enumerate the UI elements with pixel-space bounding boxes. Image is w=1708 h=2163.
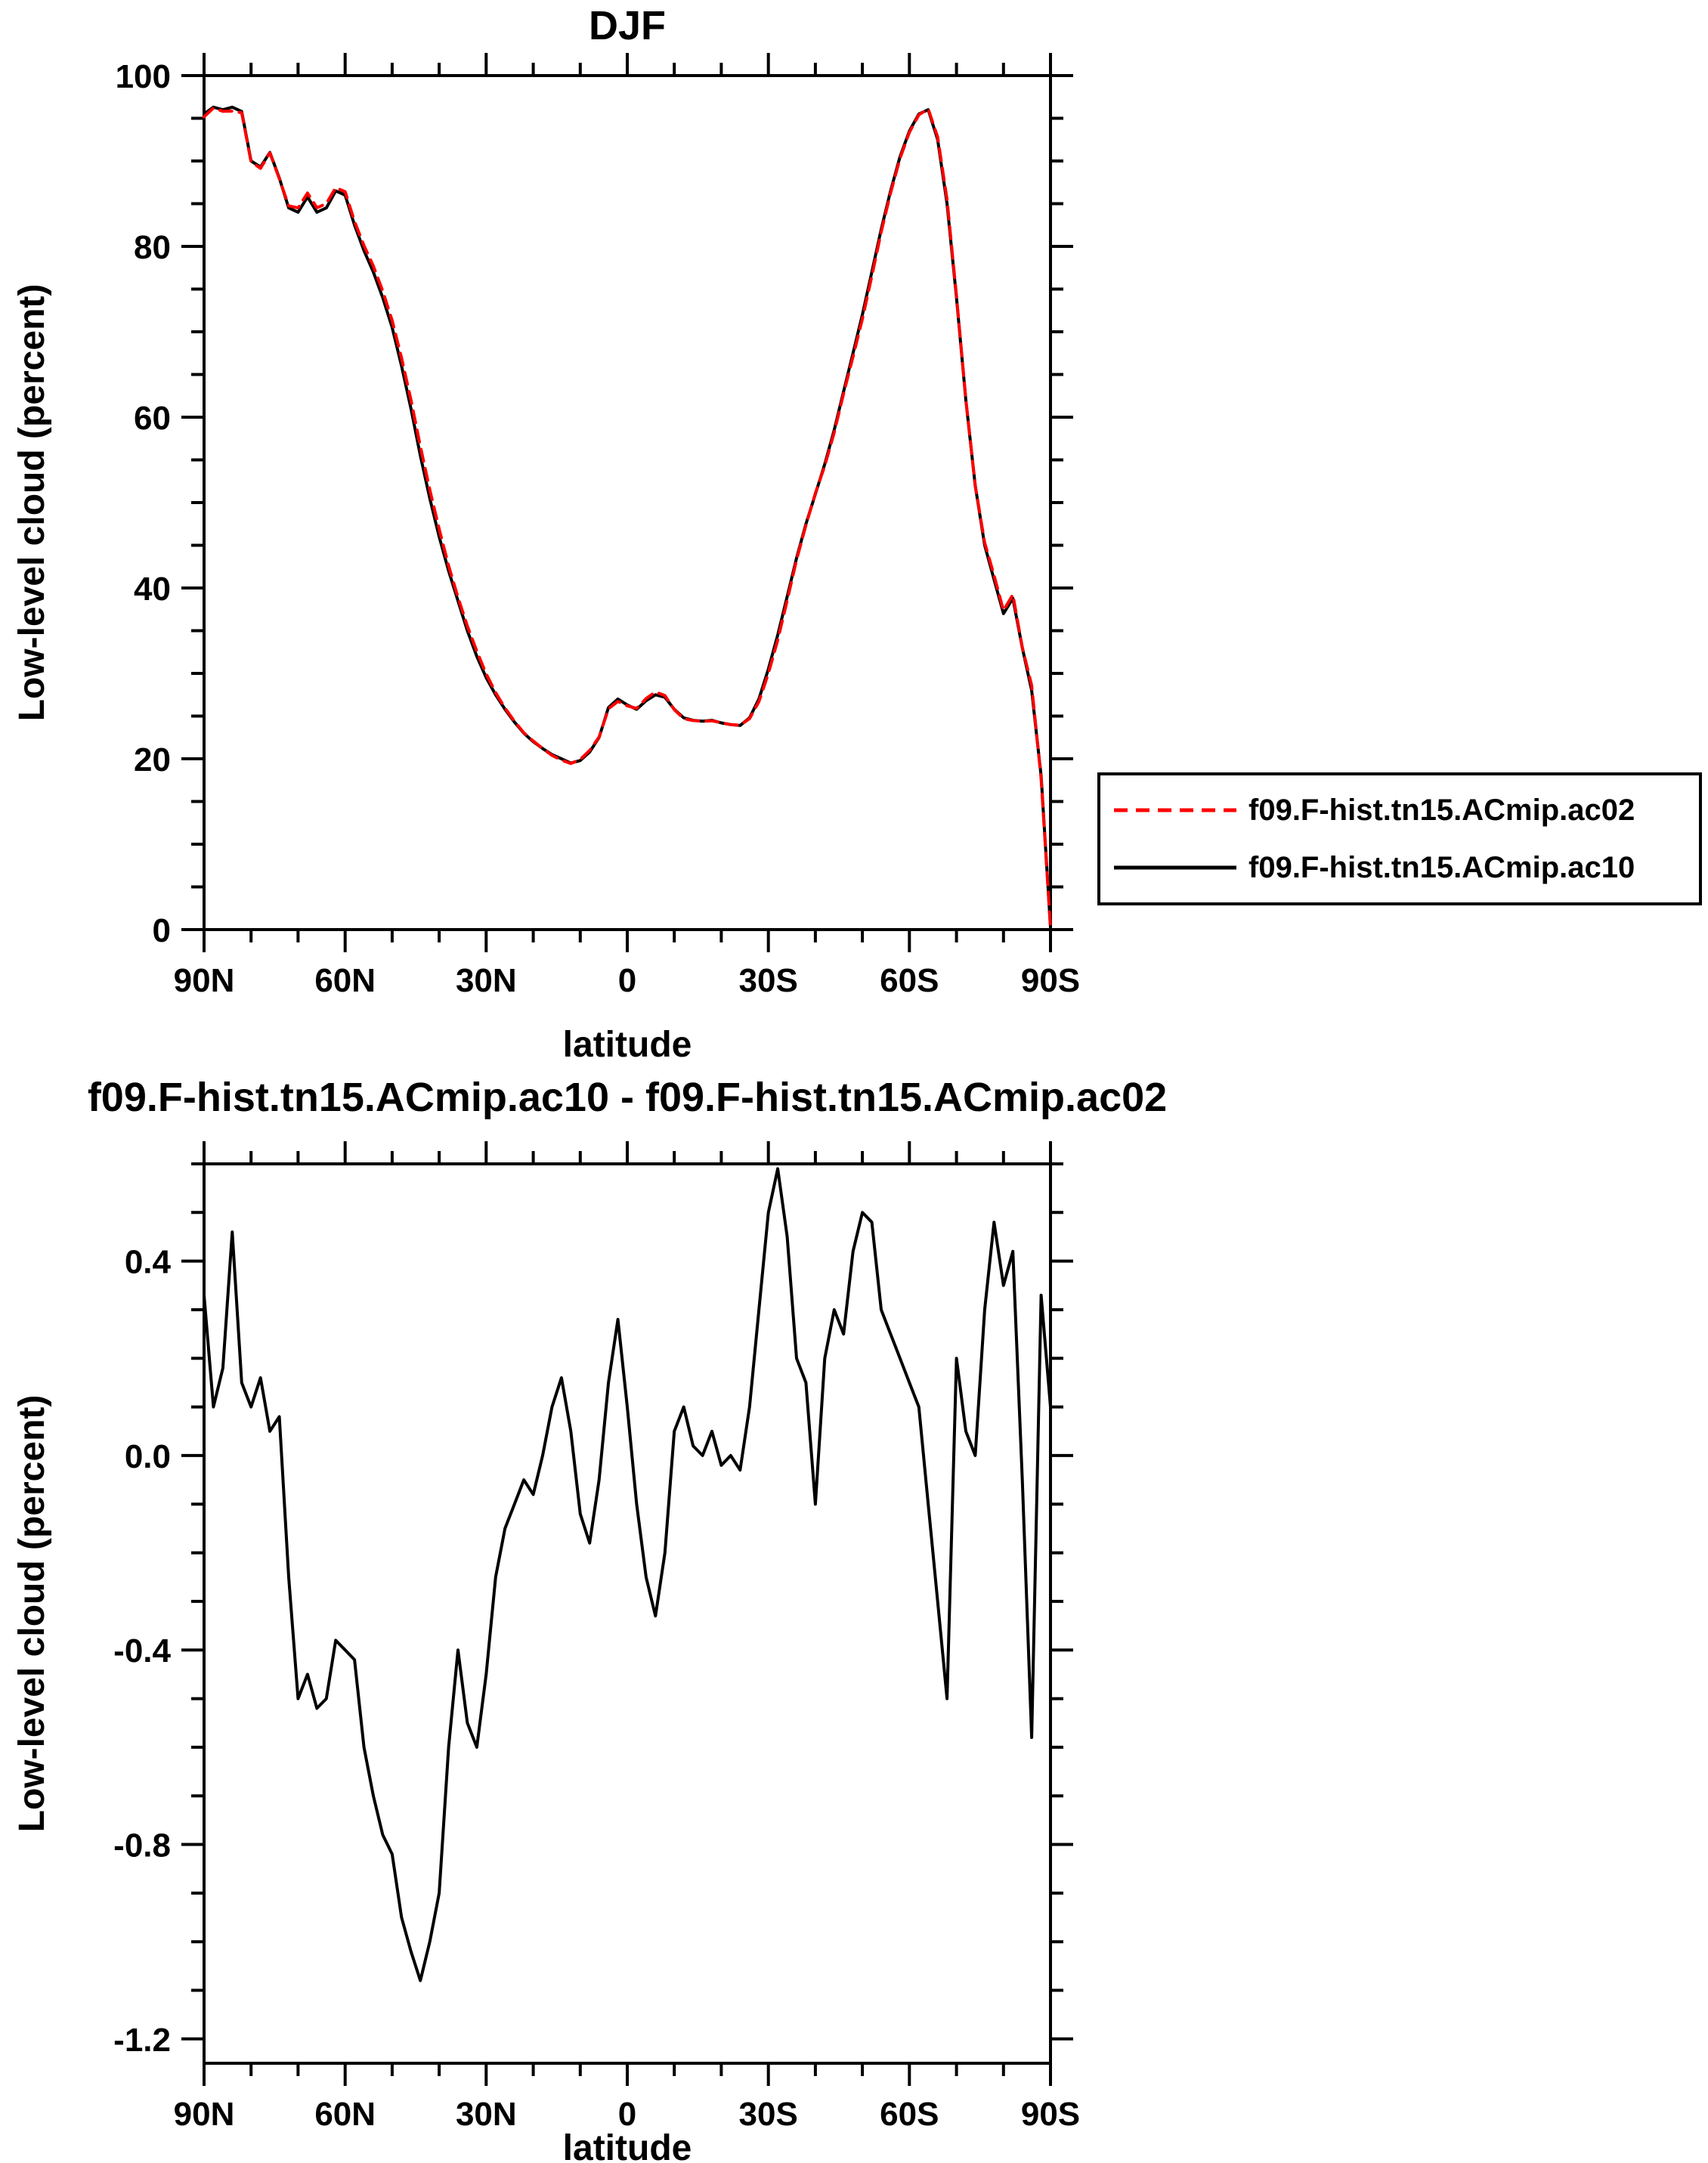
svg-text:60N: 60N bbox=[314, 962, 376, 999]
svg-text:90S: 90S bbox=[1021, 2096, 1080, 2133]
y-axis-label: Low-level cloud (percent) bbox=[12, 284, 52, 722]
svg-text:60S: 60S bbox=[880, 2096, 939, 2133]
svg-text:80: 80 bbox=[134, 229, 171, 266]
svg-text:100: 100 bbox=[116, 58, 171, 95]
svg-text:60N: 60N bbox=[314, 2096, 376, 2133]
svg-text:0.4: 0.4 bbox=[125, 1244, 172, 1281]
svg-text:90S: 90S bbox=[1021, 962, 1080, 999]
svg-text:20: 20 bbox=[134, 741, 171, 778]
svg-text:0: 0 bbox=[618, 962, 636, 999]
legend-item-ac02: f09.F-hist.tn15.ACmip.ac02 bbox=[1111, 783, 1688, 837]
svg-text:30S: 30S bbox=[739, 2096, 798, 2133]
svg-text:40: 40 bbox=[134, 571, 171, 608]
x-axis-label: latitude bbox=[563, 1025, 692, 1065]
chart-title: DJF bbox=[589, 3, 666, 48]
svg-text:30N: 30N bbox=[456, 2096, 517, 2133]
svg-text:30S: 30S bbox=[739, 962, 798, 999]
chart-title: f09.F-hist.tn15.ACmip.ac10 - f09.F-hist.… bbox=[88, 1075, 1167, 1120]
svg-text:30N: 30N bbox=[456, 962, 517, 999]
svg-text:-0.4: -0.4 bbox=[113, 1632, 171, 1669]
x-axis-label: latitude bbox=[563, 2128, 692, 2163]
svg-text:0.0: 0.0 bbox=[125, 1438, 171, 1475]
dashed-red-line-icon bbox=[1114, 808, 1236, 812]
djf-line-chart: DJF latitude Low-level cloud (percent) 9… bbox=[12, 3, 1080, 1065]
svg-text:-0.8: -0.8 bbox=[113, 1827, 171, 1864]
plot-layer: 90N 60N 30N 0 30S 60S 90S 0 20 40 60 80 100 bbox=[116, 53, 1080, 999]
svg-text:90N: 90N bbox=[174, 2096, 235, 2133]
plot-layer: 90N 60N 30N 0 30S 60S 90S -1.2 -0.8 -0.4 0.0 0.4 bbox=[113, 1141, 1080, 2133]
solid-black-line-icon bbox=[1114, 865, 1236, 870]
svg-text:0: 0 bbox=[618, 2096, 636, 2133]
svg-text:90N: 90N bbox=[174, 962, 235, 999]
svg-text:60S: 60S bbox=[880, 962, 939, 999]
legend-item-ac10: f09.F-hist.tn15.ACmip.ac10 bbox=[1111, 840, 1688, 895]
legend-label-ac10: f09.F-hist.tn15.ACmip.ac10 bbox=[1249, 850, 1635, 884]
svg-text:-1.2: -1.2 bbox=[113, 2022, 171, 2059]
legend-label-ac02: f09.F-hist.tn15.ACmip.ac02 bbox=[1249, 793, 1635, 827]
difference-line-chart: f09.F-hist.tn15.ACmip.ac10 - f09.F-hist.… bbox=[12, 1075, 1167, 2163]
y-axis-label: Low-level cloud (percent) bbox=[12, 1395, 52, 1833]
svg-text:60: 60 bbox=[134, 400, 171, 437]
legend: f09.F-hist.tn15.ACmip.ac02 f09.F-hist.tn… bbox=[1097, 772, 1702, 905]
svg-text:0: 0 bbox=[153, 912, 171, 949]
